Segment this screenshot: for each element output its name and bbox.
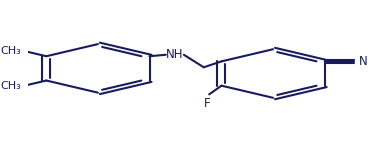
Text: CH₃: CH₃ — [0, 81, 21, 91]
Text: CH₃: CH₃ — [0, 46, 21, 56]
Text: N: N — [358, 55, 367, 68]
Text: NH: NH — [166, 48, 184, 60]
Text: F: F — [204, 97, 211, 110]
